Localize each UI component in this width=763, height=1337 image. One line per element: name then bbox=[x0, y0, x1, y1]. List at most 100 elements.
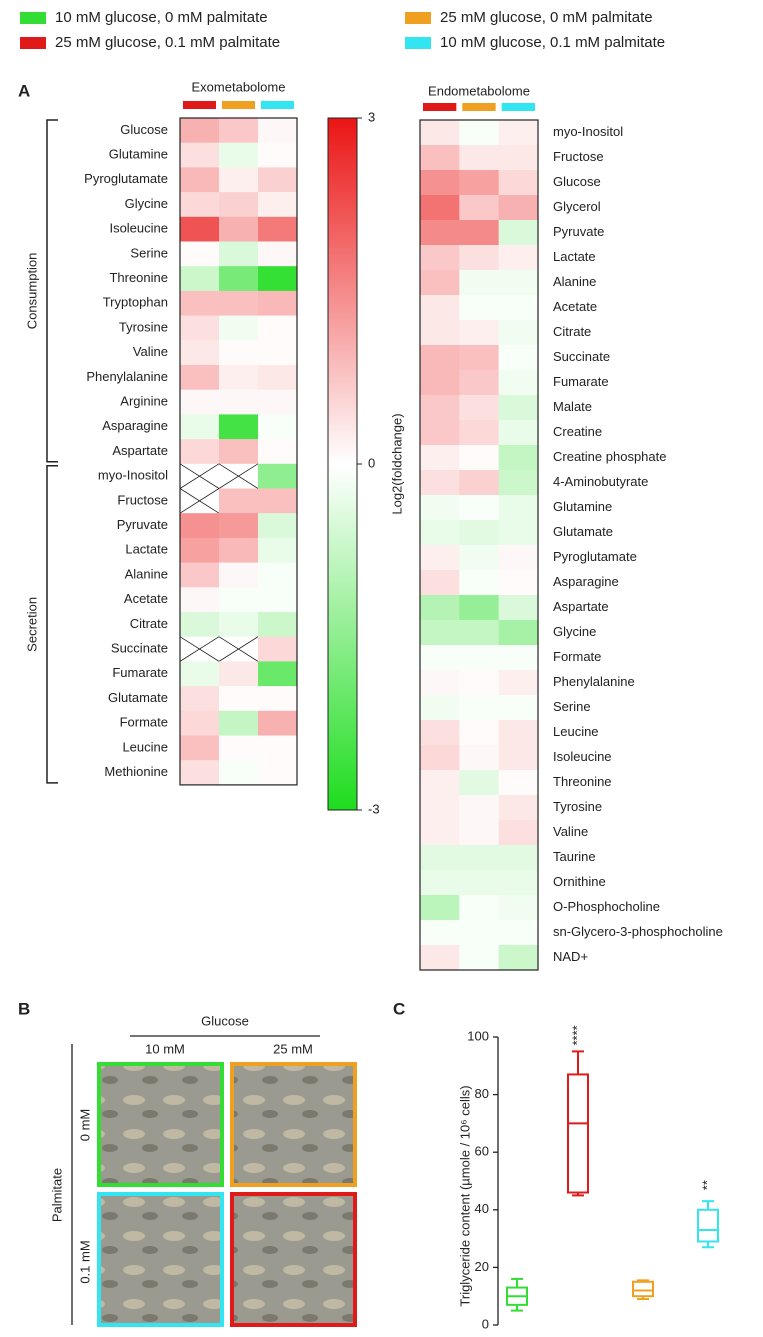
heat-cell bbox=[258, 562, 298, 588]
heat-cell bbox=[180, 266, 220, 292]
row-label: Glucose bbox=[120, 122, 168, 137]
heat-cell bbox=[258, 661, 298, 687]
row-label: Isoleucine bbox=[109, 221, 168, 236]
heat-cell bbox=[180, 167, 220, 193]
row-label: Threonine bbox=[553, 774, 612, 789]
heat-cell bbox=[420, 470, 460, 496]
heat-cell bbox=[180, 216, 220, 242]
heat-cell bbox=[258, 612, 298, 637]
row-label: Tyrosine bbox=[553, 799, 602, 814]
heat-cell bbox=[180, 192, 220, 218]
heat-cell bbox=[219, 340, 259, 366]
heat-cell bbox=[219, 710, 259, 736]
heat-cell bbox=[258, 513, 298, 539]
row-label: Tyrosine bbox=[119, 319, 168, 334]
row-label: Taurine bbox=[553, 849, 596, 864]
row-label: Formate bbox=[120, 715, 168, 730]
heat-cell bbox=[420, 170, 460, 196]
heat-cell bbox=[459, 745, 499, 771]
heat-cell bbox=[420, 695, 460, 721]
legend-swatch bbox=[405, 37, 431, 49]
heat-cell bbox=[180, 118, 220, 143]
heat-cell bbox=[498, 395, 539, 421]
heat-cell bbox=[420, 745, 460, 771]
heat-cell bbox=[219, 241, 259, 267]
heat-cell bbox=[219, 439, 259, 465]
missing-cross bbox=[179, 463, 220, 489]
heat-cell bbox=[180, 340, 220, 366]
heat-cell bbox=[180, 661, 220, 687]
row-label: Serine bbox=[130, 245, 168, 260]
row-label: Isoleucine bbox=[553, 749, 612, 764]
box bbox=[632, 1280, 654, 1298]
heat-cell bbox=[459, 145, 499, 171]
heat-cell bbox=[459, 945, 499, 971]
missing-cross bbox=[218, 463, 259, 489]
heat-cell bbox=[180, 612, 220, 637]
heat-cell bbox=[420, 370, 460, 396]
heat-cell bbox=[459, 120, 499, 146]
row-label: Citrate bbox=[553, 324, 591, 339]
missing-cross bbox=[179, 488, 220, 514]
row-label: NAD+ bbox=[553, 949, 588, 964]
heat-cell bbox=[459, 595, 499, 621]
heat-cell bbox=[498, 295, 539, 321]
heat-cell bbox=[420, 220, 460, 246]
heat-cell bbox=[180, 439, 220, 465]
row-label: Aspartate bbox=[553, 599, 609, 614]
row-label: Glycine bbox=[125, 196, 168, 211]
heat-cell bbox=[180, 562, 220, 588]
heat-cell bbox=[219, 686, 259, 712]
row-label: 4-Aminobutyrate bbox=[553, 474, 648, 489]
heat-cell bbox=[498, 770, 539, 796]
row-label: Pyroglutamate bbox=[84, 171, 168, 186]
heat-cell bbox=[498, 695, 539, 721]
heat-cell bbox=[420, 945, 460, 971]
heat-cell bbox=[219, 760, 259, 786]
panel-label: C bbox=[393, 999, 405, 1018]
heat-cell bbox=[219, 290, 259, 316]
heat-cell bbox=[459, 470, 499, 496]
y-tick-label: 100 bbox=[467, 1028, 489, 1043]
heat-cell bbox=[420, 845, 460, 871]
heat-cell bbox=[258, 192, 298, 218]
heat-cell bbox=[219, 118, 259, 143]
heat-cell bbox=[420, 645, 460, 671]
heat-cell bbox=[258, 439, 298, 465]
heat-cell bbox=[258, 735, 298, 761]
heat-cell bbox=[258, 266, 298, 292]
heat-cell bbox=[498, 570, 539, 596]
heat-cell bbox=[219, 192, 259, 218]
significance: ** bbox=[699, 1180, 714, 1190]
heat-cell bbox=[420, 820, 460, 846]
row-label: Glycine bbox=[553, 624, 596, 639]
row-label: Valine bbox=[553, 824, 588, 839]
row-label: Glutamate bbox=[553, 524, 613, 539]
heat-cell bbox=[219, 735, 259, 761]
row-label: Succinate bbox=[111, 640, 168, 655]
row-label: sn-Glycero-3-phosphocholine bbox=[553, 924, 723, 939]
heat-cell bbox=[498, 220, 539, 246]
heat-cell bbox=[219, 562, 259, 588]
y-tick-label: 40 bbox=[475, 1201, 489, 1216]
legend-swatch bbox=[20, 37, 46, 49]
heat-cell bbox=[459, 170, 499, 196]
heat-cell bbox=[420, 720, 460, 746]
heat-cell bbox=[258, 760, 298, 786]
row-label: Ornithine bbox=[553, 874, 606, 889]
heatmap-frame bbox=[419, 119, 539, 971]
heat-cell bbox=[420, 570, 460, 596]
heat-cell bbox=[219, 315, 259, 341]
heat-cell bbox=[498, 745, 539, 771]
heat-cell bbox=[498, 120, 539, 146]
heat-cell bbox=[420, 345, 460, 371]
heat-cell bbox=[258, 389, 298, 415]
heat-cell bbox=[498, 545, 539, 571]
heat-cell bbox=[498, 270, 539, 296]
heat-cell bbox=[498, 195, 539, 221]
heat-cell bbox=[420, 420, 460, 446]
heat-cell bbox=[459, 520, 499, 546]
heat-cell bbox=[420, 270, 460, 296]
heat-cell bbox=[420, 895, 460, 921]
column-tab bbox=[423, 103, 457, 111]
